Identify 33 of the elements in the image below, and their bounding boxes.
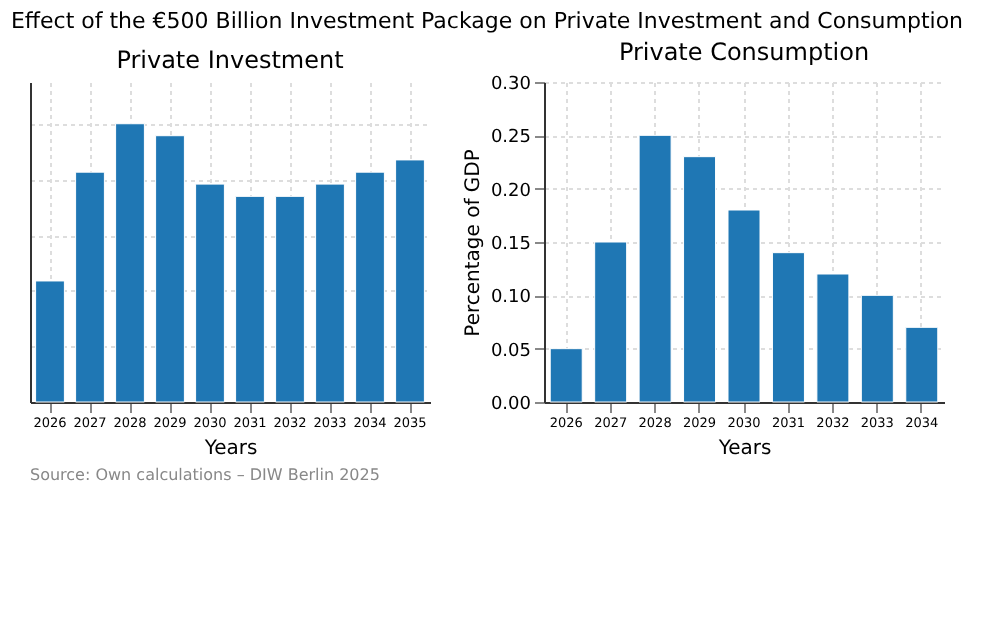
bar xyxy=(35,280,65,403)
x-axis-title: Years xyxy=(716,438,772,460)
y-tick-label: 0.20 xyxy=(490,181,532,202)
bar xyxy=(860,294,894,403)
bar xyxy=(638,134,672,403)
bar xyxy=(275,195,305,403)
y-tick-label: 0.25 xyxy=(490,128,531,149)
bar xyxy=(771,252,805,403)
bar xyxy=(155,135,185,403)
bar xyxy=(355,171,385,403)
bar xyxy=(594,241,628,403)
y-tick-label: 0.30 xyxy=(490,75,532,95)
bar xyxy=(905,326,939,403)
bar xyxy=(683,156,717,403)
bar xyxy=(75,171,105,403)
bar xyxy=(727,209,761,403)
chart-title: Private Investment xyxy=(116,46,345,74)
y-tick-label: 0.10 xyxy=(490,288,532,309)
bar xyxy=(315,183,345,403)
y-tick-label: 0.15 xyxy=(490,235,531,255)
y-axis-title: Percentage of GDP xyxy=(462,149,485,337)
source-note: Source: Own calculations – DIW Berlin 2025 xyxy=(30,466,380,484)
x-axis-title: Years xyxy=(202,438,258,460)
bar xyxy=(235,195,265,403)
chart-title: Private Consumption xyxy=(618,38,870,66)
bar xyxy=(195,183,225,403)
bar xyxy=(115,123,145,403)
bar xyxy=(549,348,583,403)
text: Effect of the €500 Billion Investment Package on Private Investment and Consumption xyxy=(10,8,964,34)
y-tick-label: 0.00 xyxy=(490,395,532,415)
bar xyxy=(395,159,425,403)
y-tick-label: 0.05 xyxy=(490,341,531,362)
bar xyxy=(816,273,850,403)
